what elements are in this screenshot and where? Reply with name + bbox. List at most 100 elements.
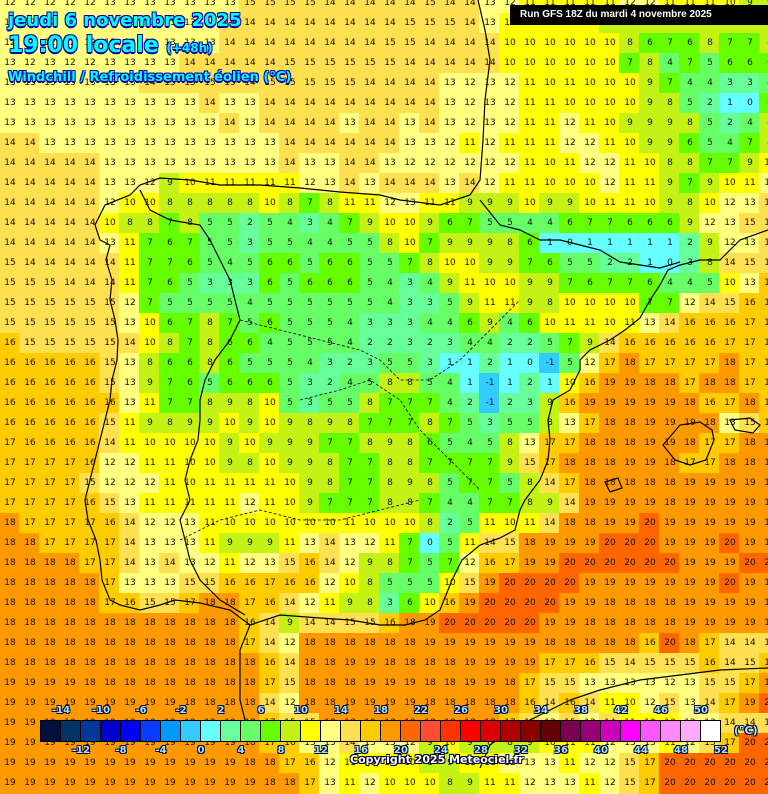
grid-value: 6: [687, 38, 693, 48]
grid-value: 5: [287, 278, 293, 288]
grid-value: 18: [664, 458, 676, 468]
grid-value: 19: [24, 738, 36, 748]
grid-value: 1: [587, 238, 593, 248]
grid-value: 11: [444, 198, 456, 208]
map-cell: [59, 93, 80, 114]
grid-value: 7: [707, 158, 713, 168]
forecast-date: jeudi 6 novembre 2025: [8, 10, 242, 31]
grid-value: 19: [344, 658, 356, 668]
forecast-time-label: 19:00 locale: [8, 33, 159, 58]
grid-value: 2: [527, 378, 533, 388]
grid-value: 10: [604, 298, 616, 308]
grid-value: 10: [544, 78, 556, 88]
grid-value: 5: [227, 238, 233, 248]
grid-value: 11: [524, 98, 536, 108]
map-cell: [159, 73, 180, 94]
grid-value: 18: [24, 598, 36, 608]
grid-value: 1: [547, 378, 553, 388]
map-cell: [0, 353, 20, 374]
map-cell: [0, 393, 20, 414]
grid-value: 19: [64, 778, 76, 788]
grid-value: 14: [384, 118, 396, 128]
grid-value: 18: [424, 658, 436, 668]
map-cell: [19, 153, 40, 174]
grid-value: 9: [447, 278, 453, 288]
grid-value: 16: [64, 378, 76, 388]
grid-value: 10: [724, 178, 736, 188]
grid-value: 6: [167, 238, 173, 248]
grid-value: 4: [467, 498, 473, 508]
grid-value: 18: [604, 458, 616, 468]
grid-value: 7: [747, 138, 753, 148]
grid-value: 13: [124, 158, 136, 168]
grid-value: 18: [224, 638, 236, 648]
map-cell: [79, 113, 100, 134]
grid-value: 18: [604, 418, 616, 428]
grid-value: 1: [507, 358, 513, 368]
grid-value: 8: [187, 218, 193, 228]
map-cell: [19, 53, 40, 74]
color-scale-segment: [621, 721, 641, 741]
map-cell: [59, 233, 80, 254]
grid-value: 19: [764, 618, 768, 628]
grid-value: 16: [664, 338, 676, 348]
grid-value: 11: [164, 458, 176, 468]
grid-value: 19: [464, 678, 476, 688]
grid-value: 19: [624, 498, 636, 508]
map-cell: [279, 153, 300, 174]
grid-value: 10: [184, 438, 196, 448]
grid-value: 5: [227, 218, 233, 228]
grid-value: 15: [504, 538, 516, 548]
map-cell: [199, 53, 220, 74]
grid-value: 13: [564, 778, 576, 788]
map-cell: [759, 53, 768, 74]
grid-value: 20: [744, 558, 756, 568]
map-cell: [759, 173, 768, 194]
grid-value: 7: [727, 38, 733, 48]
grid-value: 8: [327, 478, 333, 488]
grid-value: 13: [104, 138, 116, 148]
grid-value: 5: [287, 398, 293, 408]
grid-value: 5: [387, 578, 393, 588]
map-cell: [679, 53, 700, 74]
grid-value: 12: [24, 58, 36, 68]
grid-value: 17: [564, 658, 576, 668]
grid-value: 14: [244, 58, 256, 68]
grid-value: 13: [444, 118, 456, 128]
grid-value: 12: [304, 598, 316, 608]
color-scale-segment: [501, 721, 521, 741]
grid-value: 6: [327, 278, 333, 288]
grid-value: 8: [247, 458, 253, 468]
grid-value: 8: [687, 118, 693, 128]
grid-value: 2: [427, 338, 433, 348]
grid-value: 13: [104, 178, 116, 188]
grid-value: 13: [124, 378, 136, 388]
grid-value: 7: [627, 278, 633, 288]
map-cell: [0, 153, 20, 174]
color-scale-segment: [341, 721, 361, 741]
color-scale-tick-top: -10: [91, 705, 111, 716]
grid-value: 10: [584, 198, 596, 208]
grid-value: 7: [227, 318, 233, 328]
grid-value: 14: [224, 118, 236, 128]
grid-value: 19: [484, 678, 496, 688]
map-cell: [119, 93, 140, 114]
grid-value: 2: [347, 358, 353, 368]
grid-value: 14: [124, 518, 136, 528]
grid-value: 8: [760, 138, 768, 148]
grid-value: 12: [484, 158, 496, 168]
grid-value: 7: [147, 298, 153, 308]
map-cell: [19, 393, 40, 414]
map-cell: [319, 133, 340, 154]
grid-value: 17: [64, 518, 76, 528]
map-cell: [499, 113, 520, 134]
map-cell: [0, 373, 20, 394]
grid-value: 13: [164, 578, 176, 588]
grid-value: 9: [527, 278, 533, 288]
grid-value: 17: [244, 598, 256, 608]
map-cell: [419, 113, 440, 134]
map-cell: [59, 353, 80, 374]
grid-value: 19: [724, 478, 736, 488]
grid-value: 12: [4, 0, 16, 8]
color-scale-segment: [561, 721, 581, 741]
